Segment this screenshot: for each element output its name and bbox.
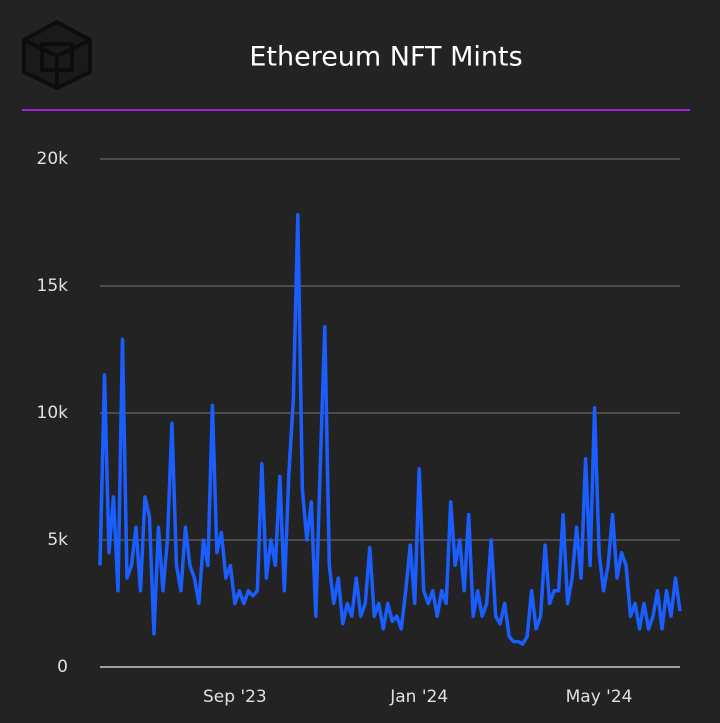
line-series	[98, 213, 682, 646]
x-tick-label: May '24	[566, 687, 633, 707]
x-tick-label: Sep '23	[203, 687, 267, 707]
x-tick-label: Jan '24	[389, 687, 448, 707]
y-tick-label: 10k	[37, 403, 69, 423]
chart-title: Ethereum NFT Mints	[249, 42, 522, 73]
logo	[22, 20, 92, 90]
y-tick-label: 15k	[37, 276, 69, 296]
y-tick-label: 0	[57, 657, 68, 677]
y-tick-label: 20k	[37, 149, 69, 169]
y-tick-label: 5k	[47, 530, 68, 550]
